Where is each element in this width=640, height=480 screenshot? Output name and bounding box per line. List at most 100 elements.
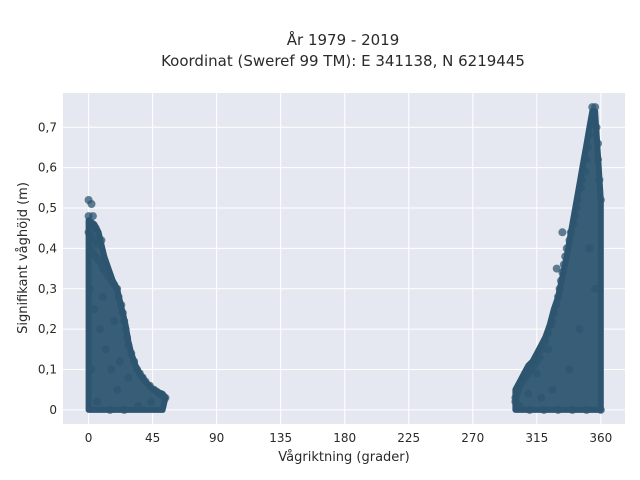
data-point bbox=[544, 329, 553, 338]
data-point bbox=[589, 115, 598, 124]
x-axis-label: Vågriktning (grader) bbox=[278, 450, 409, 465]
data-point bbox=[541, 337, 550, 346]
y-tick-label: 0,5 bbox=[38, 201, 57, 215]
data-point bbox=[552, 300, 561, 309]
data-point bbox=[544, 345, 553, 354]
data-point bbox=[87, 200, 96, 208]
data-point bbox=[124, 341, 133, 350]
data-point bbox=[566, 228, 575, 237]
data-point bbox=[574, 196, 582, 204]
y-tick-label: 0,7 bbox=[38, 120, 57, 134]
data-point bbox=[549, 309, 558, 317]
data-point bbox=[572, 204, 581, 212]
x-tick-label: 45 bbox=[145, 431, 160, 445]
data-point bbox=[121, 325, 130, 334]
data-point bbox=[568, 405, 577, 414]
data-point bbox=[582, 405, 591, 414]
data-point bbox=[561, 252, 570, 261]
data-point bbox=[532, 369, 541, 378]
data-point bbox=[596, 196, 605, 204]
data-point bbox=[130, 357, 139, 366]
x-tick-label: 90 bbox=[209, 431, 224, 445]
data-point bbox=[552, 264, 561, 273]
data-point bbox=[594, 155, 602, 164]
data-point bbox=[576, 183, 585, 192]
data-point bbox=[106, 405, 114, 414]
x-tick-label: 135 bbox=[269, 431, 292, 445]
data-point bbox=[562, 244, 571, 253]
x-tick-label: 360 bbox=[589, 431, 612, 445]
x-axis-ticks: 0 45 90 135 180 225 270 315 360 bbox=[85, 431, 612, 445]
data-point bbox=[120, 317, 129, 326]
y-tick-label: 0,6 bbox=[38, 161, 57, 175]
data-point bbox=[97, 236, 106, 245]
data-point bbox=[596, 405, 605, 414]
data-point bbox=[565, 236, 574, 245]
data-point bbox=[585, 131, 594, 140]
x-tick-label: 180 bbox=[333, 431, 356, 445]
data-point bbox=[127, 349, 136, 358]
data-point bbox=[538, 345, 547, 354]
data-point bbox=[524, 389, 533, 398]
x-tick-label: 315 bbox=[525, 431, 548, 445]
data-point bbox=[120, 405, 129, 414]
data-point bbox=[591, 284, 600, 293]
data-point bbox=[592, 123, 601, 132]
chart-title-line-1: År 1979 - 2019 bbox=[287, 30, 400, 49]
data-point bbox=[515, 401, 524, 410]
data-point bbox=[547, 321, 555, 330]
data-point bbox=[554, 405, 563, 414]
data-point bbox=[117, 300, 126, 309]
data-point bbox=[98, 292, 107, 301]
data-point bbox=[581, 167, 590, 176]
y-tick-label: 0 bbox=[49, 403, 57, 417]
data-point bbox=[557, 276, 565, 285]
data-point bbox=[113, 385, 122, 394]
data-point bbox=[554, 292, 563, 301]
data-point bbox=[578, 175, 587, 184]
data-point bbox=[123, 333, 131, 342]
x-tick-label: 0 bbox=[85, 431, 93, 445]
data-point bbox=[558, 268, 567, 277]
data-point bbox=[115, 357, 124, 366]
data-point bbox=[569, 220, 578, 229]
data-point bbox=[539, 405, 548, 414]
data-point bbox=[161, 393, 170, 402]
data-point bbox=[107, 365, 116, 374]
x-tick-label: 225 bbox=[397, 431, 420, 445]
chart-title-line-2: Koordinat (Sweref 99 TM): E 341138, N 62… bbox=[161, 52, 525, 70]
data-point bbox=[575, 325, 584, 334]
data-point bbox=[86, 220, 94, 229]
data-point bbox=[86, 284, 94, 293]
y-tick-label: 0,3 bbox=[38, 282, 57, 296]
data-point bbox=[584, 143, 592, 152]
data-point bbox=[548, 385, 557, 394]
y-axis-ticks: 0 0,1 0,2 0,3 0,4 0,5 0,6 0,7 bbox=[38, 120, 57, 417]
data-point bbox=[555, 284, 564, 293]
data-point bbox=[594, 139, 602, 148]
data-point bbox=[114, 292, 123, 301]
data-point bbox=[118, 309, 127, 317]
data-point bbox=[582, 155, 591, 164]
data-point bbox=[134, 401, 143, 410]
data-point bbox=[591, 103, 600, 112]
data-point bbox=[90, 305, 99, 313]
y-tick-label: 0,2 bbox=[38, 322, 57, 336]
data-point bbox=[585, 244, 594, 253]
data-point bbox=[559, 260, 568, 269]
data-point bbox=[113, 284, 122, 293]
y-axis-label: Signifikant våghöjd (m) bbox=[16, 182, 31, 334]
data-point bbox=[93, 397, 102, 406]
data-point bbox=[91, 224, 100, 233]
data-point bbox=[565, 365, 574, 374]
data-point bbox=[88, 212, 97, 221]
data-point bbox=[571, 212, 580, 221]
data-point bbox=[147, 397, 156, 406]
data-point bbox=[525, 405, 534, 414]
data-point bbox=[101, 345, 110, 354]
data-point bbox=[537, 393, 546, 402]
y-tick-label: 0,4 bbox=[38, 241, 57, 255]
x-tick-label: 270 bbox=[461, 431, 484, 445]
